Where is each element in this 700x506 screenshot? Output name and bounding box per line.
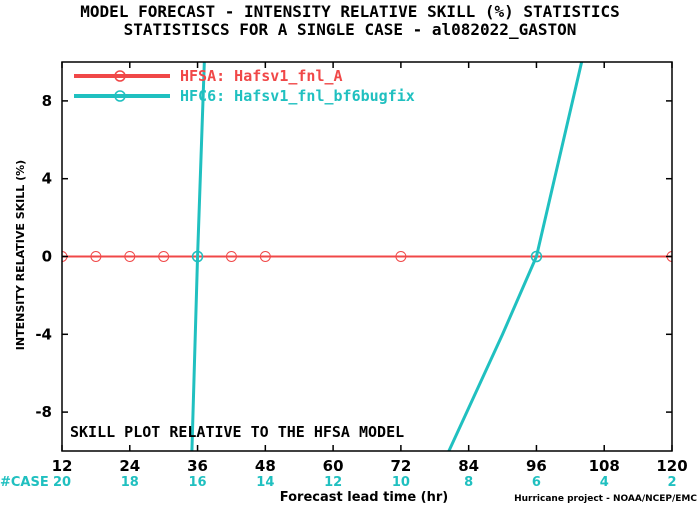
series-line-hfc6-b xyxy=(447,62,584,451)
footer-credit: Hurricane project - NOAA/NCEP/EMC xyxy=(514,494,697,504)
x-tick-label: 120 xyxy=(656,457,687,475)
skill-annotation: SKILL PLOT RELATIVE TO THE HFSA MODEL xyxy=(70,423,404,441)
y-axis-label: INTENSITY RELATIVE SKILL (%) xyxy=(14,160,27,350)
y-tick-label: -8 xyxy=(35,403,52,421)
x-tick-label: 36 xyxy=(187,457,208,475)
y-tick-label: 0 xyxy=(42,248,52,266)
x-tick-label: 84 xyxy=(458,457,479,475)
hfsa-point xyxy=(259,251,271,262)
case-count: 4 xyxy=(600,475,609,490)
x-tick-label: 96 xyxy=(526,457,547,475)
case-count: 14 xyxy=(256,475,274,490)
chart-title: MODEL FORECAST - INTENSITY RELATIVE SKIL… xyxy=(80,2,620,21)
legend-marker xyxy=(114,90,126,102)
hfsa-point xyxy=(225,251,237,262)
x-tick-label: 48 xyxy=(255,457,276,475)
x-axis-label: Forecast lead time (hr) xyxy=(280,490,448,505)
case-count: 2 xyxy=(667,475,676,490)
hfsa-point xyxy=(158,251,170,262)
y-tick-label: 8 xyxy=(42,92,52,110)
case-count: 6 xyxy=(532,475,541,490)
hfc6-point xyxy=(530,250,543,263)
hfsa-point xyxy=(90,251,102,262)
hfsa-point xyxy=(124,251,136,262)
case-count: 20 xyxy=(53,475,71,490)
hfc6-point xyxy=(191,250,204,263)
case-count: 10 xyxy=(392,475,410,490)
x-tick-label: 60 xyxy=(323,457,344,475)
legend-marker xyxy=(114,70,126,82)
case-count: 18 xyxy=(121,475,139,490)
series-line-hfc6-a xyxy=(190,62,206,451)
case-prefix-label: #CASE xyxy=(0,475,49,490)
case-count: 16 xyxy=(189,475,207,490)
case-count: 8 xyxy=(464,475,473,490)
legend-label: HFC6: Hafsv1_fnl_bf6bugfix xyxy=(180,87,415,105)
legend-label: HFSA: Hafsv1_fnl_A xyxy=(180,67,343,85)
y-tick-label: -4 xyxy=(35,325,52,343)
hfsa-point xyxy=(395,251,407,262)
x-tick-label: 72 xyxy=(390,457,411,475)
y-tick-label: 4 xyxy=(42,170,52,188)
x-tick-label: 108 xyxy=(589,457,620,475)
x-tick-label: 12 xyxy=(52,457,73,475)
case-count: 12 xyxy=(324,475,342,490)
x-tick-label: 24 xyxy=(119,457,140,475)
chart-subtitle: STATISTISCS FOR A SINGLE CASE - al082022… xyxy=(123,20,577,39)
